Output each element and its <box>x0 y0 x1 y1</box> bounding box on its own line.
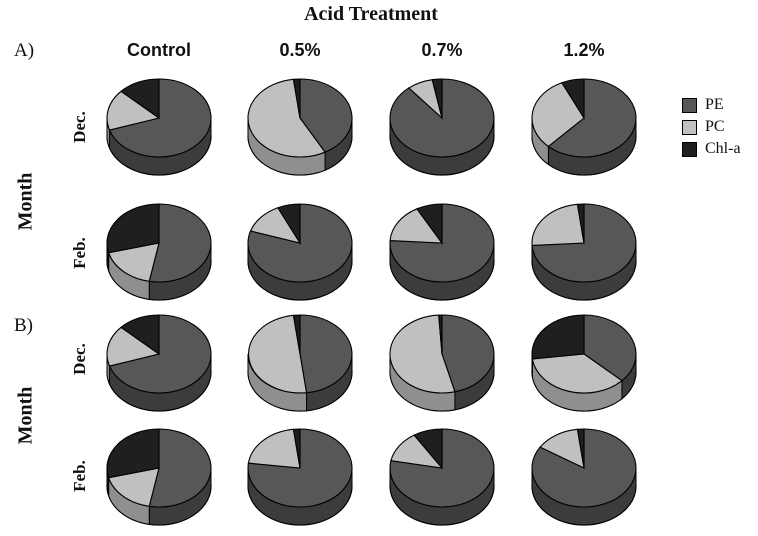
legend-swatch-pe <box>682 97 697 113</box>
legend: PE PC Chl-a <box>682 94 741 160</box>
pie-b-feb-0-5-slice-pc <box>247 428 301 469</box>
pie-a-dec-control-slice-pc <box>106 90 161 131</box>
pie-b-dec-1-2-slice-pc <box>531 353 623 394</box>
legend-swatch-chl-a <box>682 141 697 157</box>
pie-b-dec-0-7-slice-chl-a <box>438 314 443 355</box>
column-label-0-5: 0.5% <box>279 40 321 60</box>
pie-b-feb-control-slice-chl-a <box>106 428 160 479</box>
pie-a-dec-0-7 <box>389 78 495 176</box>
pie-a-dec-1-2-slice-pe <box>547 78 637 158</box>
pie-a-dec-0-5-slice-pc <box>247 78 326 158</box>
pie-b-dec-1-2-slice-pe <box>583 314 637 382</box>
pie-b-feb-0-7 <box>389 428 495 526</box>
pie-a-dec-control-slice-pe <box>108 78 212 158</box>
pie-b-feb-1-2-slice-chl-a <box>576 428 585 469</box>
pie-a-feb-control-slice-chl-a <box>106 203 160 254</box>
pie-b-feb-1-2-slice-pe <box>531 428 637 508</box>
pie-b-dec-0-5-slice-pc <box>248 314 308 394</box>
column-label-1-2: 1.2% <box>563 40 605 60</box>
pie-b-dec-0-5-slice-chl-a <box>292 314 301 355</box>
legend-item-chl-a: Chl-a <box>682 138 741 160</box>
pie-b-feb-0-5 <box>247 428 353 526</box>
pie-a-dec-1-2 <box>531 78 637 176</box>
pie-a-dec-control-slice-chl-a <box>120 78 160 120</box>
pie-b-feb-control-slice-pe <box>148 428 212 508</box>
pie-b-dec-control-slice-chl-a <box>120 314 160 356</box>
pie-b-dec-0-5 <box>247 314 353 412</box>
legend-label-pc: PC <box>705 118 725 135</box>
pie-a-feb-control <box>106 203 212 301</box>
pie-b-feb-0-7-slice-chl-a <box>413 428 443 470</box>
pie-a-feb-control-slice-pc <box>107 242 160 282</box>
pie-b-dec-0-7-slice-pc <box>389 314 456 394</box>
chart-title: Acid Treatment <box>304 3 438 25</box>
pie-a-feb-0-5 <box>247 203 353 301</box>
pie-a-feb-0-7-slice-pc <box>389 208 444 244</box>
pie-a-feb-control-slice-pe <box>148 203 212 283</box>
pie-a-feb-1-2 <box>531 203 637 301</box>
pie-b-dec-control <box>106 314 212 412</box>
legend-item-pe: PE <box>682 94 741 116</box>
pie-a-dec-0-7-slice-chl-a <box>431 78 443 119</box>
legend-swatch-pc <box>682 119 697 135</box>
pie-b-dec-0-7-slice-pe <box>441 314 495 393</box>
pie-a-feb-0-7-slice-chl-a <box>416 203 443 245</box>
pie-b-dec-0-7 <box>389 314 495 412</box>
pie-b-feb-0-5-slice-pe <box>247 428 353 508</box>
column-label-control: Control <box>127 40 191 60</box>
pie-a-feb-0-5-slice-chl-a <box>277 203 301 245</box>
legend-label-chl-a: Chl-a <box>705 140 741 157</box>
pie-b-dec-1-2 <box>531 314 637 412</box>
pie-b-feb-control-slice-pc <box>107 467 160 507</box>
panel-label-a: A) <box>14 40 35 61</box>
pie-a-dec-0-5-slice-pe <box>299 78 353 153</box>
legend-label-pe: PE <box>705 96 724 113</box>
pie-b-dec-1-2-slice-chl-a <box>531 314 585 360</box>
column-label-0-7: 0.7% <box>421 40 463 60</box>
pie-a-feb-1-2-slice-pc <box>531 203 585 247</box>
pie-b-dec-control-slice-pc <box>106 326 161 367</box>
pie-b-dec-0-5-slice-pe <box>299 314 353 394</box>
pie-a-dec-control <box>106 78 212 176</box>
pie-b-feb-0-5-slice-chl-a <box>292 428 301 469</box>
pie-a-dec-1-2-slice-chl-a <box>561 78 585 120</box>
pie-a-dec-0-5-slice-chl-a <box>292 78 301 119</box>
pie-b-feb-1-2 <box>531 428 637 526</box>
pie-b-feb-control <box>106 428 212 526</box>
pie-a-dec-1-2-slice-pc <box>531 82 585 148</box>
pie-b-dec-control-slice-pe <box>108 314 212 394</box>
pie-a-dec-0-5 <box>247 78 353 176</box>
panel-label-b: B) <box>14 315 33 336</box>
pie-a-feb-0-7 <box>389 203 495 301</box>
legend-item-pc: PC <box>682 116 741 138</box>
pie-a-feb-1-2-slice-chl-a <box>576 203 585 244</box>
